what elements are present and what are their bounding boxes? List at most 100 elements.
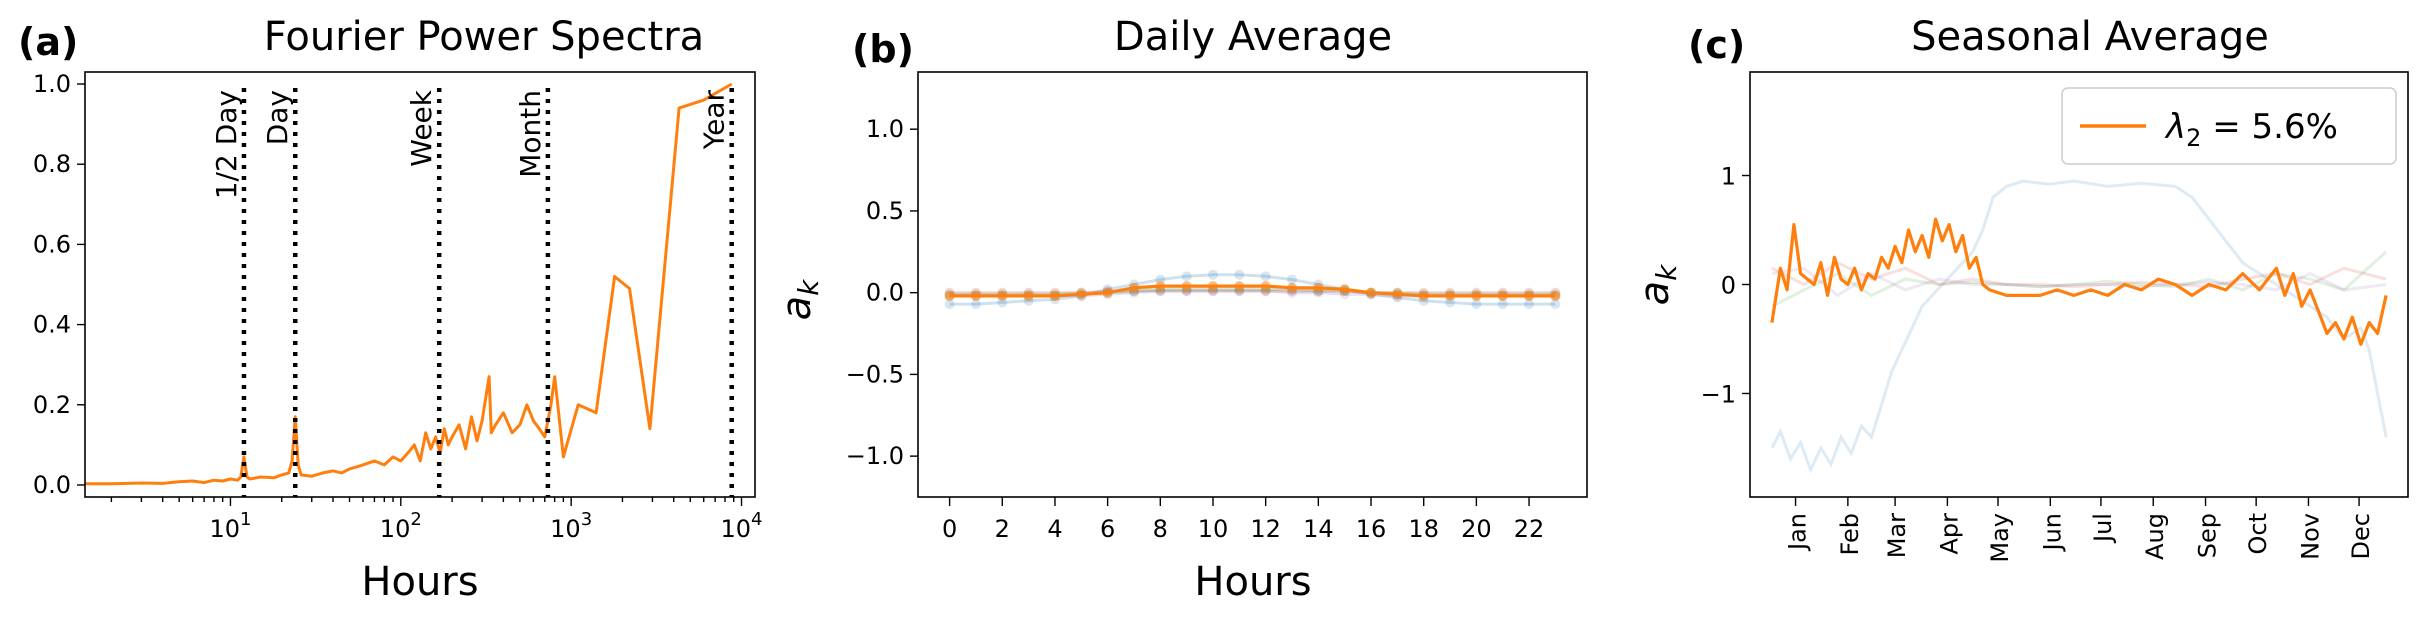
daily-component-point-highlight (1445, 290, 1456, 301)
daily-component-point-highlight (1049, 290, 1060, 301)
daily-component-point-highlight (1023, 290, 1034, 301)
x-tick-label-b: 8 (1153, 515, 1168, 543)
daily-component-point-highlight (1550, 290, 1561, 301)
panel-label-b: (b) (852, 27, 914, 71)
power-spectrum-line (85, 82, 733, 486)
daily-component-point-highlight (997, 290, 1008, 301)
x-tick-label-b: 22 (1514, 515, 1545, 543)
y-tick-label-a: 0.8 (33, 150, 71, 178)
daily-component-point-highlight (1155, 281, 1166, 292)
period-marker-label: 1/2 Day (210, 90, 243, 199)
legend-box (2061, 87, 2397, 165)
y-tick-label-a: 0.2 (33, 391, 71, 419)
daily-component-point-highlight (1366, 287, 1377, 298)
y-tick-label-a: 0.4 (33, 311, 71, 339)
daily-component-point-faint (1287, 274, 1298, 285)
y-tick-label-b: 1.0 (866, 115, 904, 143)
y-tick-label-c: 0 (1721, 272, 1736, 300)
daily-component-point-faint (944, 299, 955, 310)
daily-component-point-faint (1524, 299, 1535, 310)
daily-component-point-highlight (1392, 289, 1403, 300)
x-tick-label-month: Aug (2141, 513, 2169, 560)
daily-component-point-highlight (1313, 282, 1324, 293)
daily-component-point-highlight (1524, 290, 1535, 301)
panel-label-c: (c) (1688, 23, 1745, 67)
x-tick-label-b: 10 (1198, 515, 1229, 543)
y-tick-label-b: 0.0 (866, 279, 904, 307)
daily-component-point-highlight (1181, 281, 1192, 292)
seasonal-component-line-highlight (1770, 217, 2388, 346)
daily-component-point-highlight (1128, 282, 1139, 293)
legend-label: λ2 = 5.6% (2164, 107, 2338, 152)
x-tick-label-a: 101 (209, 509, 251, 543)
x-tick-label-month: Mar (1883, 513, 1911, 558)
daily-component-point-faint (1234, 269, 1245, 280)
x-tick-label-month: May (1986, 513, 2014, 563)
y-tick-label-c: 1 (1721, 163, 1736, 191)
y-tick-label-b: −1.0 (846, 442, 904, 470)
daily-component-point-highlight (944, 290, 955, 301)
y-tick-label-c: −1 (1701, 380, 1736, 408)
x-tick-label-month: Jun (2038, 513, 2066, 553)
daily-component-point-faint (970, 299, 981, 310)
daily-component-line-faint (949, 273, 1556, 306)
x-tick-label-month: Jul (2089, 513, 2117, 544)
period-marker-label: Month (514, 90, 547, 178)
x-axis-label-hours-a: Hours (361, 559, 478, 605)
plot-frame-a (84, 71, 756, 498)
x-tick-label-month: Feb (1836, 513, 1864, 556)
chart-title-daily: Daily Average (1114, 14, 1392, 60)
daily-component-point-highlight (1497, 290, 1508, 301)
seasonal-component-line-faint (1770, 179, 2388, 474)
x-tick-label-b: 2 (995, 515, 1010, 543)
daily-component-point-highlight (1471, 290, 1482, 301)
panel-daily-average: (b) Daily Average Hours −1.0 −0.5 0.0 0.5 1.… (774, 14, 1588, 605)
x-tick-label-month: Jan (1784, 513, 1812, 552)
x-tick-label-b: 0 (942, 515, 957, 543)
daily-component-point-faint (1260, 271, 1271, 282)
x-tick-label-month: Nov (2296, 513, 2324, 560)
daily-component-point-faint (1550, 299, 1561, 310)
x-tick-label-a: 103 (550, 509, 592, 543)
daily-component-point-highlight (1260, 281, 1271, 292)
x-axis-label-hours-b: Hours (1194, 559, 1311, 605)
daily-component-point-highlight (1207, 281, 1218, 292)
daily-component-point-faint (1181, 271, 1192, 282)
y-tick-label-a: 0.6 (33, 230, 71, 258)
daily-component-point-faint (1471, 299, 1482, 310)
y-tick-label-a: 1.0 (33, 70, 71, 98)
daily-component-point-highlight (1418, 290, 1429, 301)
x-tick-label-b: 18 (1408, 515, 1439, 543)
panel-fourier-power-spectra: (a) Fourier Power Spectra Hours 0.0 0.2 0.… (18, 14, 763, 605)
x-tick-label-month: Oct (2244, 513, 2272, 555)
plot-frame-b (917, 71, 1588, 498)
seasonal-component-line-faint (1771, 266, 2387, 298)
period-marker-label: Week (405, 89, 438, 166)
panel-seasonal-average: (c) Seasonal Average −1 0 1 Jan Feb Mar Apr May… (1632, 14, 2409, 563)
y-tick-label-a: 0.0 (33, 471, 71, 499)
y-tick-label-b: 0.5 (866, 197, 904, 225)
panel-label-a: (a) (18, 20, 78, 64)
x-tick-label-b: 20 (1461, 515, 1492, 543)
chart-title-seasonal: Seasonal Average (1911, 14, 2269, 60)
y-axis-label-c: ak (1632, 263, 1683, 306)
plot-frame-c (1749, 71, 2409, 498)
x-tick-label-a: 102 (380, 509, 422, 543)
x-tick-label-b: 6 (1100, 515, 1115, 543)
chart-title-fourier: Fourier Power Spectra (264, 14, 704, 60)
x-tick-label-b: 12 (1250, 515, 1281, 543)
x-tick-label-b: 4 (1047, 515, 1062, 543)
y-axis-label-b: ak (774, 278, 825, 321)
daily-component-point-faint (1207, 269, 1218, 280)
period-marker-label: Day (261, 90, 294, 145)
x-tick-label-b: 14 (1303, 515, 1334, 543)
period-marker-label: Year (698, 90, 731, 151)
x-tick-label-a: 104 (721, 509, 763, 543)
x-tick-label-month: Apr (1935, 513, 1963, 555)
daily-component-point-highlight (1102, 287, 1113, 298)
x-tick-label-month: Sep (2194, 513, 2222, 558)
daily-component-point-highlight (1339, 284, 1350, 295)
x-tick-label-month: Dec (2347, 513, 2375, 559)
daily-component-line-faint (949, 289, 1556, 295)
